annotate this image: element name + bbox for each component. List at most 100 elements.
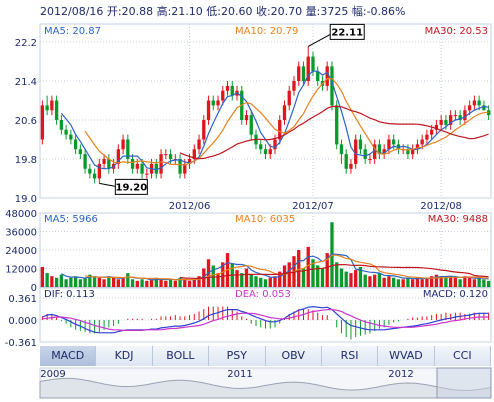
volume-bar [472, 279, 477, 287]
candle-body [121, 139, 125, 150]
tab-macd[interactable]: MACD [40, 346, 97, 366]
candle-body [92, 173, 97, 179]
tab-wvad[interactable]: WVAD [378, 346, 435, 366]
volume-bar [107, 276, 111, 287]
volume-bar [448, 276, 453, 287]
vol-ma30-label: MA30: 9488 [428, 214, 488, 225]
low-callout-box [114, 178, 148, 195]
volume-bar [83, 277, 87, 287]
tab-kdj[interactable]: KDJ [96, 346, 153, 366]
volume-bar [50, 276, 54, 287]
volume-y-tick: 36000 [5, 228, 37, 239]
volume-bar [211, 265, 215, 287]
volume-bar [477, 277, 481, 287]
candle-body [325, 66, 329, 86]
volume-bar [373, 274, 377, 287]
candle-body [145, 173, 149, 175]
volume-bar [111, 277, 116, 287]
volume-bar [130, 279, 135, 287]
volume-bar [354, 270, 358, 287]
tab-psy[interactable]: PSY [209, 346, 266, 366]
volume-bar [401, 279, 405, 287]
candle-body [230, 85, 234, 96]
candle-body [168, 154, 173, 159]
candle-body [187, 159, 192, 164]
candle-body [377, 144, 382, 155]
volume-y-tick: 0 [31, 283, 37, 294]
tab-obv[interactable]: OBV [265, 346, 322, 366]
volume-bar [420, 279, 424, 287]
candle-body [292, 81, 296, 91]
volume-bar [40, 266, 45, 287]
volume-bar [235, 270, 239, 287]
candle-body [225, 85, 230, 91]
volume-bar [316, 265, 320, 287]
candle-body [206, 100, 211, 120]
low-callout-leader [99, 182, 116, 187]
ma5-line [60, 70, 489, 171]
volume-bar [358, 266, 363, 287]
candle-body [339, 144, 344, 155]
vol-ma10-label: MA10: 6035 [235, 214, 295, 225]
candle-body [420, 139, 424, 145]
volume-bar [78, 279, 83, 287]
volume-bar [311, 259, 315, 287]
candle-body [130, 159, 135, 169]
candle-body [59, 120, 64, 130]
candle-body [197, 139, 201, 150]
candle-body [301, 66, 306, 81]
high-callout-leader [307, 33, 331, 47]
volume-bar [97, 277, 102, 287]
volume-bar [168, 279, 173, 287]
price-x-tick: 2012/08 [420, 201, 462, 212]
candle-body [73, 139, 78, 150]
candle-body [54, 100, 59, 120]
tab-cci[interactable]: CCI [434, 346, 491, 366]
tab-rsi[interactable]: RSI [321, 346, 379, 366]
volume-bar [392, 277, 396, 287]
candle-body [373, 144, 377, 159]
volume-bar [73, 276, 78, 287]
tab-boll[interactable]: BOLL [152, 346, 210, 366]
overview-area [39, 377, 492, 399]
volume-bar [325, 253, 329, 287]
volume-bar [335, 262, 339, 287]
candle-body [202, 120, 206, 140]
volume-bar [425, 277, 429, 287]
overview-selection-window [436, 367, 492, 399]
candle-body [83, 154, 87, 169]
price-y-tick: 21.4 [15, 77, 37, 88]
volume-bar [444, 277, 448, 287]
candle-body [263, 149, 268, 155]
candle-body [282, 105, 287, 120]
volume-bar [486, 280, 491, 287]
volume-bar [278, 271, 282, 287]
price-y-tick: 22.2 [15, 38, 37, 49]
overview-year-label: 2011 [227, 369, 252, 380]
volume-y-tick: 48000 [5, 209, 37, 220]
candle-body [216, 100, 220, 106]
macd-y-tick: 0.000 [8, 316, 37, 327]
candle-body [344, 154, 348, 169]
volume-bar [301, 268, 306, 287]
candle-body [358, 139, 363, 150]
price-panel-frame [39, 23, 492, 199]
volume-bar [439, 276, 443, 287]
candle-body [249, 115, 253, 135]
candle-body [140, 163, 144, 174]
overview-year-label: 2012 [388, 369, 413, 380]
vol-ma10-line [84, 254, 489, 281]
candle-body [244, 115, 249, 120]
volume-bar [387, 276, 391, 287]
volume-bar [259, 277, 263, 287]
candle-body [64, 129, 68, 135]
candle-body [311, 56, 315, 72]
volume-bar [406, 277, 410, 287]
volume-bar [145, 280, 149, 287]
candle-body [159, 154, 163, 174]
volume-bar [140, 279, 144, 287]
candle-body [406, 149, 410, 155]
price-y-tick: 19.8 [15, 155, 37, 166]
